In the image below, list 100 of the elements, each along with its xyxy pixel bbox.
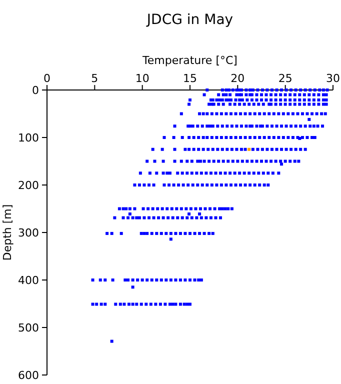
point — [200, 184, 204, 186]
x-tick-label: 0 — [44, 72, 50, 85]
point — [294, 88, 298, 92]
point — [190, 172, 194, 175]
point — [140, 302, 143, 306]
point — [189, 207, 192, 210]
point — [202, 232, 206, 235]
point — [224, 172, 227, 175]
point — [228, 102, 232, 106]
point — [313, 136, 316, 139]
point — [186, 160, 189, 163]
point — [206, 88, 209, 92]
point — [155, 278, 158, 282]
point — [191, 184, 194, 186]
point — [255, 160, 258, 163]
point — [306, 136, 309, 139]
point — [257, 172, 260, 175]
point — [196, 160, 200, 163]
point — [274, 93, 278, 96]
point — [202, 93, 206, 96]
point — [321, 124, 324, 128]
point — [312, 124, 316, 128]
point — [244, 136, 247, 139]
point — [174, 278, 178, 282]
point — [220, 148, 224, 151]
point — [258, 136, 262, 139]
point — [128, 212, 132, 216]
y-axis-title: Depth [m] — [1, 204, 14, 261]
point — [266, 124, 269, 128]
point — [202, 112, 205, 116]
point — [248, 88, 252, 92]
point — [239, 112, 242, 116]
point — [206, 184, 209, 186]
point — [170, 207, 174, 210]
point — [98, 278, 102, 282]
point — [266, 172, 270, 175]
point — [198, 232, 202, 235]
point — [144, 302, 148, 306]
point — [229, 184, 232, 186]
point — [288, 160, 292, 163]
point — [299, 88, 302, 92]
point — [194, 207, 198, 210]
point — [135, 216, 138, 220]
point — [180, 207, 183, 210]
point — [266, 184, 270, 186]
point — [177, 184, 180, 186]
point — [324, 98, 328, 102]
point — [310, 136, 314, 139]
point — [277, 136, 280, 139]
point — [197, 278, 200, 282]
point — [280, 88, 284, 92]
x-axis-title: Temperature [°C] — [142, 54, 238, 67]
point — [196, 184, 200, 186]
point — [235, 148, 238, 151]
point — [224, 112, 228, 116]
point — [209, 216, 212, 220]
point — [275, 88, 278, 92]
point — [186, 302, 189, 306]
point — [173, 124, 176, 128]
point — [316, 124, 320, 128]
point — [180, 160, 183, 163]
point — [322, 98, 325, 102]
point — [160, 148, 164, 151]
point — [244, 184, 247, 186]
point — [244, 93, 248, 96]
point — [242, 172, 246, 175]
point — [200, 172, 203, 175]
point — [180, 172, 184, 175]
point — [175, 207, 178, 210]
point — [317, 102, 320, 106]
point — [277, 112, 280, 116]
y-tick-label: 600 — [18, 369, 39, 382]
point — [106, 232, 109, 235]
point — [166, 216, 170, 220]
point — [270, 124, 274, 128]
point — [251, 148, 254, 151]
point — [239, 136, 242, 139]
point — [304, 88, 307, 92]
point — [208, 207, 212, 210]
point — [212, 160, 216, 163]
point — [204, 172, 208, 175]
point — [228, 172, 232, 175]
point — [277, 172, 280, 175]
point — [262, 172, 265, 175]
x-tick-label: 10 — [135, 72, 150, 85]
point — [138, 172, 142, 175]
point — [229, 98, 232, 102]
point — [233, 102, 236, 106]
point — [202, 136, 205, 139]
point — [184, 207, 188, 210]
point — [231, 88, 234, 92]
point — [156, 207, 160, 210]
point — [210, 184, 214, 186]
point — [266, 88, 269, 92]
point — [320, 112, 324, 116]
point — [131, 302, 134, 306]
point — [272, 136, 276, 139]
point — [250, 98, 254, 102]
point — [324, 112, 327, 116]
point — [215, 98, 218, 102]
